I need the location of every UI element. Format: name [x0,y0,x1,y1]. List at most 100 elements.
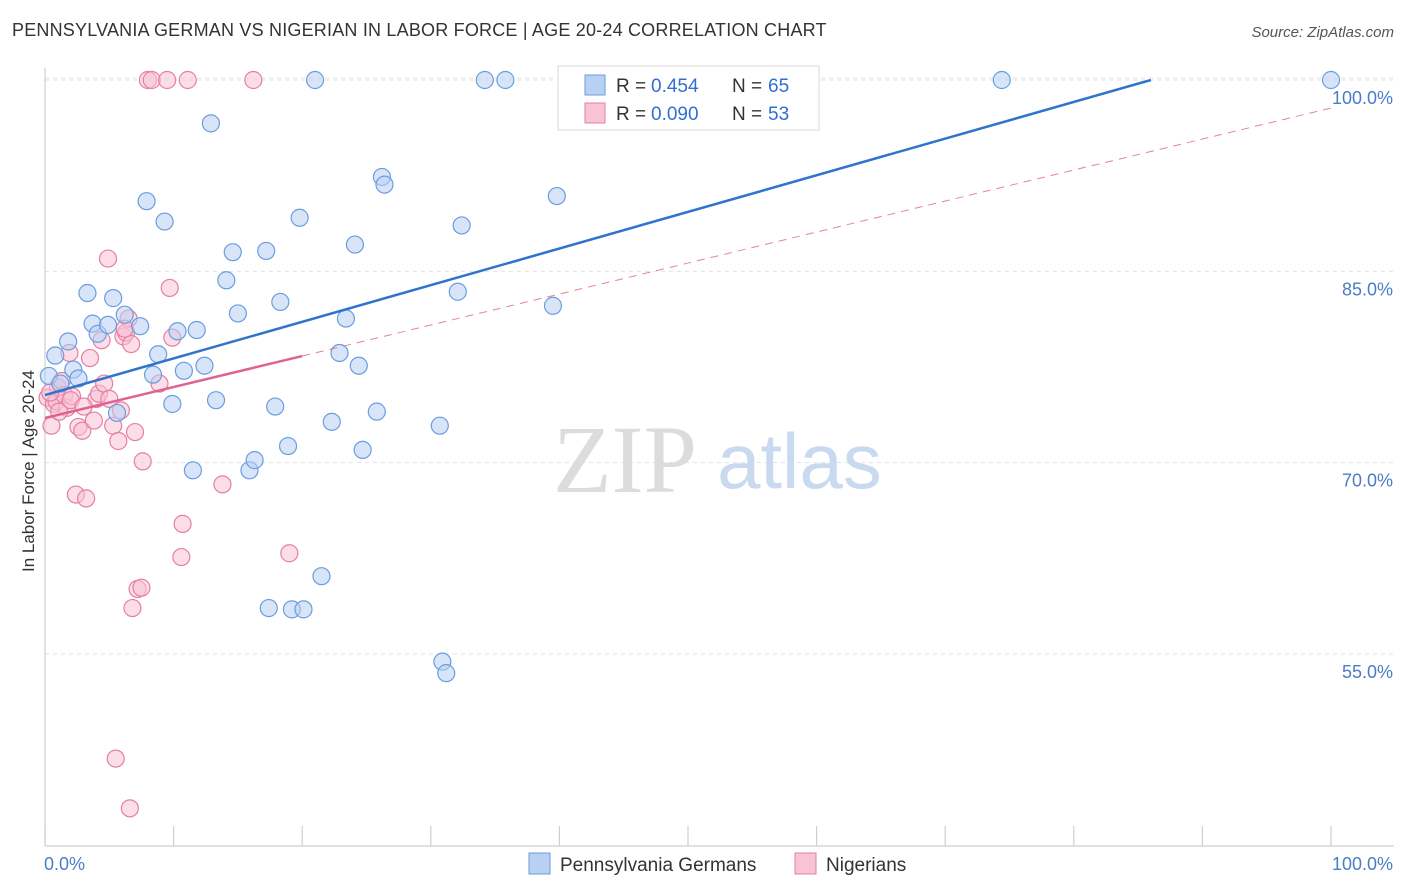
bottom-legend-swatch-pink [794,852,817,875]
point-pennsylvania-german-26 [217,271,236,290]
point-nigerian-23 [106,749,125,768]
point-pennsylvania-german-24 [201,114,220,133]
axes [44,68,1394,847]
point-nigerian-32 [125,422,145,442]
point-nigerian-44 [178,70,197,90]
y-axis-label: In Labor Force | Age 20-24 [19,370,38,572]
point-pennsylvania-german-34 [271,292,290,312]
point-pennsylvania-german-28 [228,304,247,323]
chart-title: PENNSYLVANIA GERMAN VS NIGERIAN IN LABOR… [12,20,827,40]
point-pennsylvania-german-13 [131,317,150,336]
legend-r-label-pink: R = [616,104,646,125]
trend-lines [44,78,1332,420]
point-nigerian-47 [280,544,299,563]
point-pennsylvania-german-14 [137,192,156,211]
point-pennsylvania-german-64 [1321,70,1341,90]
point-nigerian-40 [160,278,179,298]
watermark-zip: ZIP [553,406,697,513]
point-pennsylvania-german-44 [345,235,365,254]
legend-r-value-blue: 0.454 [651,76,699,97]
point-pennsylvania-german-32 [259,598,278,618]
point-nigerian-24 [109,431,128,451]
legend-n-label-pink: N = [732,104,762,125]
point-pennsylvania-german-22 [187,320,206,340]
correlation-legend: R = 0.454 N = 65 R = 0.090 N = 53 [557,65,820,131]
point-nigerian-45 [213,475,232,494]
point-pennsylvania-german-10 [104,289,123,308]
point-nigerian-14 [80,348,100,368]
point-pennsylvania-german-49 [375,175,394,194]
point-pennsylvania-german-38 [294,600,313,619]
x-tick-labels: 0.0% 100.0% [44,854,1393,874]
y-tick-label-0: 55.0% [1342,662,1393,682]
point-nigerian-39 [158,70,177,90]
point-pennsylvania-german-50 [430,416,449,435]
point-nigerian-46 [244,70,263,90]
point-pennsylvania-german-19 [168,322,187,341]
point-nigerian-42 [172,547,191,567]
point-pennsylvania-german-39 [305,70,325,90]
point-nigerian-30 [122,334,141,354]
y-tick-labels: 55.0% 70.0% 85.0% 100.0% [1332,88,1393,682]
point-pennsylvania-german-17 [155,212,174,231]
y-tick-label-3: 100.0% [1332,88,1393,108]
point-pennsylvania-german-2 [51,374,70,393]
point-nigerian-43 [173,514,192,533]
point-pennsylvania-german-53 [448,282,467,301]
x-tick-label-1: 100.0% [1332,854,1393,874]
point-pennsylvania-german-5 [69,369,88,388]
point-nigerian-35 [133,452,152,471]
point-pennsylvania-german-33 [266,397,285,416]
point-nigerian-29 [120,799,139,818]
legend-r-label-blue: R = [616,76,646,97]
point-nigerian-12 [73,421,92,440]
point-pennsylvania-german-6 [78,283,97,303]
point-nigerian-13 [77,489,96,508]
trend-line-nigerians [44,354,303,420]
point-pennsylvania-german-55 [475,70,494,90]
point-nigerian-34 [132,578,151,597]
series-legend: Pennsylvania Germans Nigerians [528,852,906,876]
point-pennsylvania-german-27 [223,243,242,262]
series-nigerians [38,70,299,818]
series-pennsylvania-germans [39,70,1341,683]
legend-swatch-blue [584,74,606,96]
bottom-legend-label-nigerians: Nigerians [826,855,906,876]
point-pennsylvania-german-47 [367,402,386,421]
point-nigerian-31 [123,598,142,618]
point-pennsylvania-german-18 [163,394,182,414]
point-pennsylvania-german-46 [353,440,372,460]
point-pennsylvania-german-31 [257,241,276,261]
point-pennsylvania-german-57 [543,296,563,315]
point-pennsylvania-german-12 [115,305,134,324]
point-pennsylvania-german-45 [349,356,368,375]
point-pennsylvania-german-9 [98,315,118,335]
point-pennsylvania-german-15 [143,365,163,384]
legend-r-value-pink: 0.090 [651,104,699,125]
point-nigerian-37 [142,70,161,90]
point-pennsylvania-german-56 [496,70,515,90]
point-pennsylvania-german-11 [107,403,127,423]
bottom-legend-label-pennsylvania-germans: Pennsylvania Germans [560,855,756,876]
point-pennsylvania-german-52 [437,664,456,683]
legend-n-value-blue: 65 [768,76,789,97]
point-nigerian-15 [84,411,103,430]
bottom-legend-swatch-blue [528,852,551,875]
point-pennsylvania-german-37 [290,208,309,227]
point-pennsylvania-german-54 [452,216,471,235]
point-nigerian-20 [98,249,118,268]
point-pennsylvania-german-25 [206,391,226,410]
trend-line-pennsylvania-germans [44,78,1152,397]
source-label: Source: ZipAtlas.com [1251,24,1394,41]
point-pennsylvania-german-3 [59,332,78,351]
point-pennsylvania-german-23 [195,356,214,375]
legend-swatch-pink [584,102,606,124]
point-pennsylvania-german-20 [174,361,193,380]
point-pennsylvania-german-63 [992,70,1011,90]
y-tick-label-1: 70.0% [1342,471,1393,491]
point-pennsylvania-german-30 [245,451,264,470]
point-pennsylvania-german-1 [46,346,65,365]
point-pennsylvania-german-40 [312,567,331,586]
point-pennsylvania-german-58 [547,186,566,206]
